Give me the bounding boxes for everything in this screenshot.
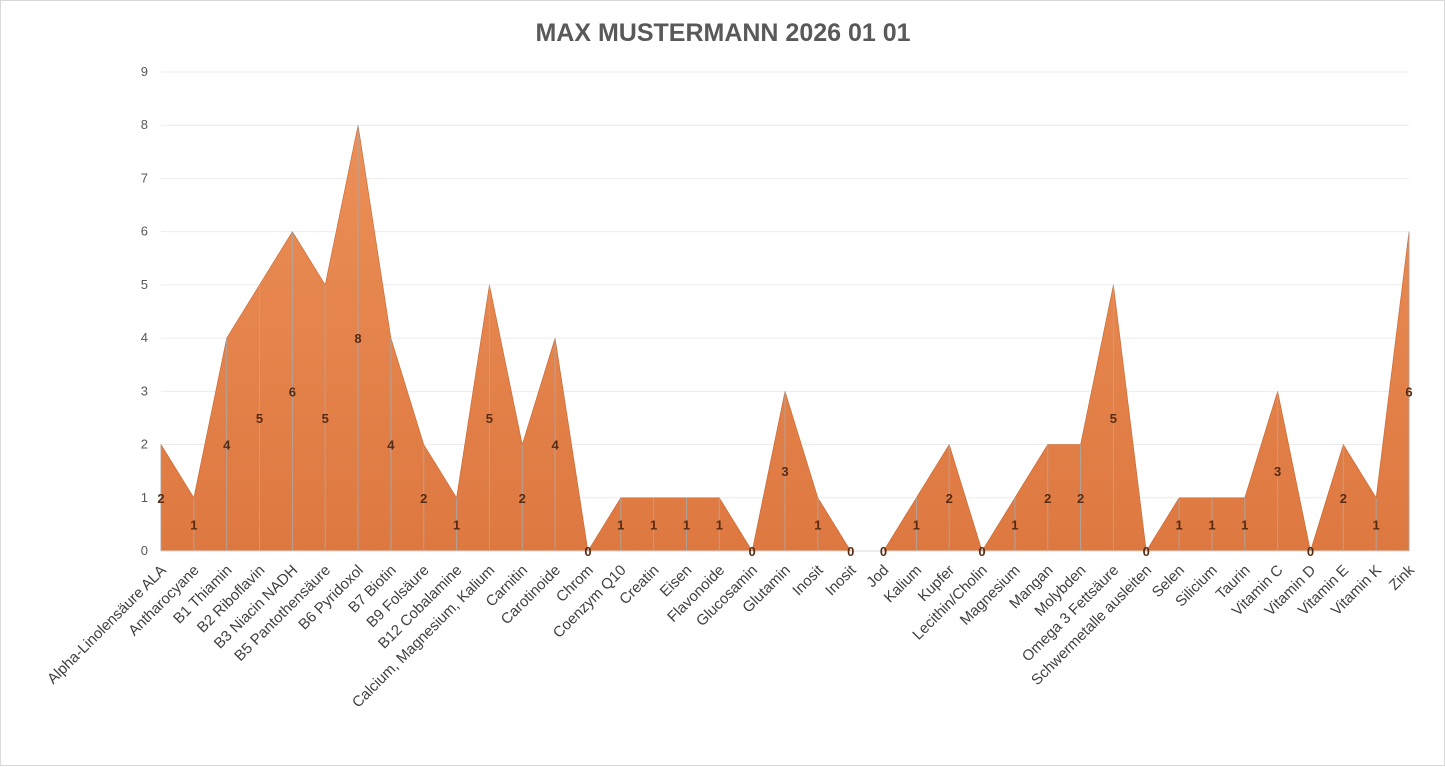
x-tick-label: Inosit xyxy=(822,561,860,599)
data-label: 0 xyxy=(1143,544,1150,559)
y-tick-label: 9 xyxy=(141,64,148,79)
y-tick-label: 2 xyxy=(141,437,148,452)
data-label: 6 xyxy=(1405,384,1412,399)
data-label: 4 xyxy=(387,438,395,453)
data-label: 3 xyxy=(1274,464,1281,479)
x-tick-label: Inosit xyxy=(789,561,827,599)
data-label: 1 xyxy=(1175,517,1182,532)
data-label: 1 xyxy=(617,517,624,532)
data-label: 2 xyxy=(519,491,526,506)
y-axis-ticks: 0 1 2 3 4 5 6 7 8 9 xyxy=(141,64,148,558)
data-label: 1 xyxy=(913,517,920,532)
y-tick-label: 8 xyxy=(141,117,148,132)
data-label: 1 xyxy=(814,517,821,532)
data-label: 3 xyxy=(781,464,788,479)
data-label: 0 xyxy=(880,544,887,559)
data-label: 1 xyxy=(1208,517,1215,532)
data-label: 0 xyxy=(847,544,854,559)
y-tick-label: 3 xyxy=(141,383,148,398)
data-label: 1 xyxy=(650,517,657,532)
drop-lines xyxy=(160,125,1410,551)
data-label: 2 xyxy=(1044,491,1051,506)
data-label: 2 xyxy=(157,491,164,506)
data-label: 2 xyxy=(420,491,427,506)
data-label: 5 xyxy=(322,411,329,426)
data-label: 0 xyxy=(1307,544,1314,559)
data-label: 1 xyxy=(683,517,690,532)
x-tick-label: Kalium xyxy=(881,562,925,606)
data-label: 1 xyxy=(190,517,197,532)
data-label: 1 xyxy=(453,517,460,532)
area-fill xyxy=(160,125,1410,552)
data-label: 1 xyxy=(1011,517,1018,532)
data-label: 2 xyxy=(1340,491,1347,506)
chart-title: MAX MUSTERMANN 2026 01 01 xyxy=(535,19,910,47)
y-tick-label: 1 xyxy=(141,490,148,505)
y-tick-label: 5 xyxy=(141,277,148,292)
y-tick-label: 4 xyxy=(141,330,148,345)
data-label: 0 xyxy=(584,544,591,559)
data-label: 2 xyxy=(946,491,953,506)
x-tick-label: Zink xyxy=(1386,561,1418,593)
y-tick-label: 7 xyxy=(141,170,148,185)
data-label: 5 xyxy=(256,411,263,426)
data-label: 6 xyxy=(289,384,296,399)
data-labels: 2 1 4 5 6 5 8 4 2 1 5 2 4 0 1 1 1 1 0 3 1 0 0 1 2 0 1 2 2 5 0 1 1 1 3 0 2 1 6 xyxy=(157,331,1412,559)
data-label: 0 xyxy=(749,544,756,559)
data-label: 5 xyxy=(1110,411,1117,426)
y-tick-label: 6 xyxy=(141,224,148,239)
data-label: 0 xyxy=(978,544,985,559)
data-label: 4 xyxy=(551,438,559,453)
data-label: 1 xyxy=(1241,517,1248,532)
data-label: 4 xyxy=(223,438,231,453)
data-label: 5 xyxy=(486,411,493,426)
data-label: 1 xyxy=(716,517,723,532)
y-tick-label: 0 xyxy=(141,543,148,558)
data-label: 2 xyxy=(1077,491,1084,506)
data-label: 1 xyxy=(1373,517,1380,532)
data-label: 8 xyxy=(354,331,361,346)
